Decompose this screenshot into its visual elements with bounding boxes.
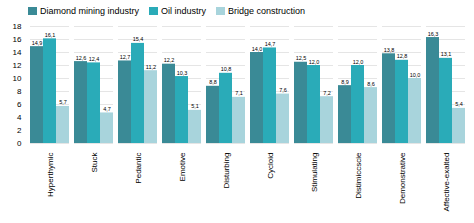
svg-text:11,2: 11,2 bbox=[146, 64, 156, 70]
svg-text:12,4: 12,4 bbox=[89, 56, 100, 62]
svg-text:16: 16 bbox=[13, 35, 22, 44]
svg-text:4: 4 bbox=[17, 113, 22, 122]
svg-text:5,7: 5,7 bbox=[59, 99, 67, 105]
svg-text:2: 2 bbox=[17, 126, 22, 135]
svg-text:4,7: 4,7 bbox=[103, 106, 111, 112]
svg-text:18: 18 bbox=[13, 22, 22, 31]
svg-text:12,7: 12,7 bbox=[120, 54, 131, 60]
svg-text:12,0: 12,0 bbox=[309, 59, 320, 65]
svg-text:Affective-exalted: Affective-exalted bbox=[442, 153, 451, 212]
svg-text:7,2: 7,2 bbox=[323, 90, 331, 96]
svg-text:5,4: 5,4 bbox=[455, 101, 463, 107]
svg-text:14,0: 14,0 bbox=[252, 46, 263, 52]
svg-text:13,8: 13,8 bbox=[384, 47, 395, 53]
svg-text:16,1: 16,1 bbox=[45, 32, 56, 38]
svg-text:Emotive: Emotive bbox=[178, 152, 187, 181]
svg-text:12: 12 bbox=[13, 61, 22, 70]
svg-text:8,6: 8,6 bbox=[367, 81, 375, 87]
svg-text:8: 8 bbox=[17, 87, 22, 96]
svg-text:13,1: 13,1 bbox=[441, 51, 452, 57]
svg-text:Distimiccscie: Distimiccscie bbox=[354, 152, 363, 199]
svg-text:8,8: 8,8 bbox=[209, 79, 217, 85]
html-text:Oil industry: Oil industry bbox=[161, 5, 207, 16]
svg-text:Demonstrative: Demonstrative bbox=[398, 152, 407, 204]
html-text:Bridge construction: Bridge construction bbox=[228, 5, 306, 16]
svg-text:12,2: 12,2 bbox=[164, 57, 175, 63]
svg-text:Cycloid: Cycloid bbox=[266, 153, 275, 179]
svg-text:Stuck: Stuck bbox=[90, 152, 99, 173]
svg-text:7,6: 7,6 bbox=[279, 87, 287, 93]
svg-text:14: 14 bbox=[13, 48, 22, 57]
svg-text:10: 10 bbox=[13, 74, 22, 83]
svg-text:10,0: 10,0 bbox=[410, 72, 421, 78]
svg-text:6: 6 bbox=[17, 100, 22, 109]
svg-text:5,1: 5,1 bbox=[191, 103, 199, 109]
svg-text:0: 0 bbox=[17, 139, 22, 148]
svg-text:16,3: 16,3 bbox=[428, 31, 439, 37]
svg-text:12,6: 12,6 bbox=[76, 55, 87, 61]
svg-text:12,0: 12,0 bbox=[353, 59, 364, 65]
svg-text:15,4: 15,4 bbox=[133, 36, 144, 42]
svg-text:12,5: 12,5 bbox=[296, 55, 307, 61]
svg-text:Stimulating: Stimulating bbox=[310, 153, 319, 193]
html-text:Diamond mining industry: Diamond mining industry bbox=[40, 5, 139, 16]
svg-text:8,9: 8,9 bbox=[341, 79, 349, 85]
svg-text:12,8: 12,8 bbox=[397, 53, 408, 59]
svg-text:14,7: 14,7 bbox=[265, 41, 276, 47]
svg-text:14,9: 14,9 bbox=[32, 40, 43, 46]
svg-text:7,1: 7,1 bbox=[235, 90, 243, 96]
svg-text:10,8: 10,8 bbox=[221, 66, 232, 72]
svg-text:Hyperthymic: Hyperthymic bbox=[46, 153, 55, 197]
svg-text:Pedantic: Pedantic bbox=[134, 153, 143, 184]
svg-text:10,3: 10,3 bbox=[177, 70, 188, 76]
svg-text:Disturbing: Disturbing bbox=[222, 153, 231, 189]
